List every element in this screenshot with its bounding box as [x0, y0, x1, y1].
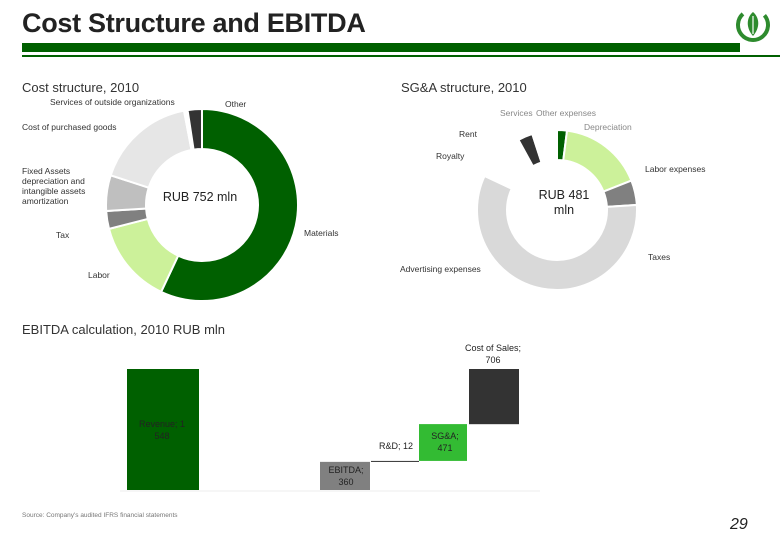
wf-label-rnd: R&D; 12: [378, 441, 413, 451]
label-tax: Tax: [56, 230, 70, 240]
label-fixed-assets: Fixed Assets depreciation and intangible…: [22, 166, 86, 206]
wf-label-cost-of-sales: Cost of Sales; 706: [464, 343, 522, 365]
label-services-outside: Services of outside organizations: [50, 97, 175, 107]
label-rent: Rent: [459, 129, 477, 139]
cost-slice-4: [109, 109, 193, 189]
label-labor-expenses: Labor expenses: [645, 164, 706, 174]
sga-structure-title: SG&A structure, 2010: [401, 80, 527, 95]
wf-label-ebitda: EBITDA; 360: [328, 465, 364, 487]
label-materials-cost: Materials: [304, 228, 339, 238]
cost-structure-title: Cost structure, 2010: [22, 80, 140, 95]
sga-structure-donut: [476, 128, 638, 291]
label-taxes: Taxes: [648, 252, 671, 262]
waterfall-bar-4: [469, 369, 519, 425]
sga-slice-3: [476, 174, 638, 291]
cost-slice-6: [186, 107, 203, 151]
label-other: Other: [225, 99, 247, 109]
label-royalty: Royalty: [436, 151, 465, 161]
source-note: Source: Company's audited IFRS financial…: [22, 512, 178, 519]
cost-slice-0: [159, 107, 299, 302]
cost-center-label: RUB 752 mln: [162, 190, 238, 204]
page-number: 29: [730, 516, 748, 533]
label-cost-purchased-goods: Cost of purchased goods: [22, 122, 117, 132]
sga-slice-1: [562, 129, 633, 193]
cost-structure-donut: [105, 107, 299, 302]
title-rule: [22, 43, 740, 52]
waterfall-bar-2: [371, 460, 419, 462]
leaf-g-logo-icon: [736, 8, 770, 42]
sga-slice-8: [545, 128, 558, 162]
label-labor: Labor: [88, 270, 110, 280]
ebitda-title: EBITDA calculation, 2010 RUB mln: [22, 322, 226, 337]
label-depreciation: Depreciation: [584, 122, 632, 132]
sga-center-label: RUB 481 mln: [538, 188, 590, 217]
title-rule-thin: [22, 55, 780, 57]
page-title: Cost Structure and EBITDA: [22, 8, 366, 38]
label-materials-sga: Materials: [412, 228, 447, 238]
label-services: Services: [500, 108, 533, 118]
waterfall-bar-0: [127, 369, 199, 490]
ebitda-waterfall: [120, 369, 540, 492]
waterfall-bar-1: [320, 461, 370, 490]
label-other-expenses: Other expenses: [536, 108, 597, 118]
wf-label-sga: SG&A; 471: [431, 431, 459, 453]
label-advertising: Advertising expenses: [400, 264, 481, 274]
wf-label-revenue: Revenue; 1 548: [138, 419, 186, 441]
waterfall-bar-3: [419, 424, 467, 461]
